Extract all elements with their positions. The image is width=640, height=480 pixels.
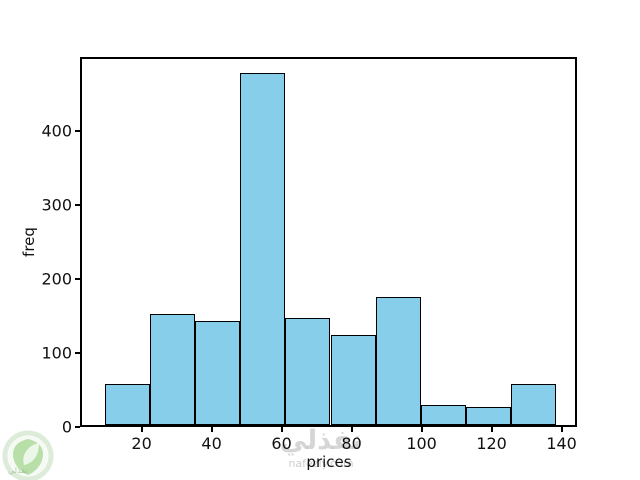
y-axis-tick-label: 200 (41, 269, 72, 289)
histogram-bar (330, 334, 376, 425)
y-axis-tick (75, 352, 80, 354)
histogram-bar (420, 405, 466, 425)
x-axis-tick-label: 100 (406, 434, 437, 453)
y-axis-tick (75, 426, 80, 428)
x-axis-tick-label: 40 (201, 434, 222, 453)
x-axis-tick (140, 427, 143, 432)
histogram-bar (240, 72, 286, 425)
x-axis-tick-label: 60 (271, 434, 292, 453)
y-axis-tick (75, 130, 80, 132)
y-axis-tick-label: 400 (41, 121, 72, 141)
watermark-badge-caption: نفذلي (8, 466, 28, 475)
x-axis-tick-label: 80 (341, 434, 362, 453)
x-axis-tick (350, 427, 353, 432)
y-axis-label: freq (20, 227, 38, 257)
y-axis-tick-label: 0 (61, 417, 72, 437)
histogram-bar (105, 383, 151, 425)
x-axis-tick (560, 427, 563, 432)
histogram-bar (150, 314, 196, 425)
x-axis-tick-label: 20 (131, 434, 152, 453)
y-axis-tick (75, 204, 80, 206)
histogram-bar (285, 317, 331, 425)
x-axis-label: prices (306, 453, 352, 471)
x-axis-tick-label: 120 (476, 434, 507, 453)
x-axis-tick-label: 140 (546, 434, 577, 453)
histogram-bar (375, 297, 421, 425)
histogram-bar (465, 407, 511, 425)
watermark-logo-icon (2, 430, 54, 480)
x-axis-tick (490, 427, 493, 432)
x-axis-tick (420, 427, 423, 432)
histogram-bar (510, 383, 556, 425)
y-axis-tick-label: 100 (41, 343, 72, 363)
y-axis-tick (75, 278, 80, 280)
y-axis-tick-label: 300 (41, 195, 72, 215)
x-axis-tick (210, 427, 213, 432)
plot-area (80, 57, 577, 427)
x-axis-tick (280, 427, 283, 432)
histogram-bar (195, 321, 241, 425)
